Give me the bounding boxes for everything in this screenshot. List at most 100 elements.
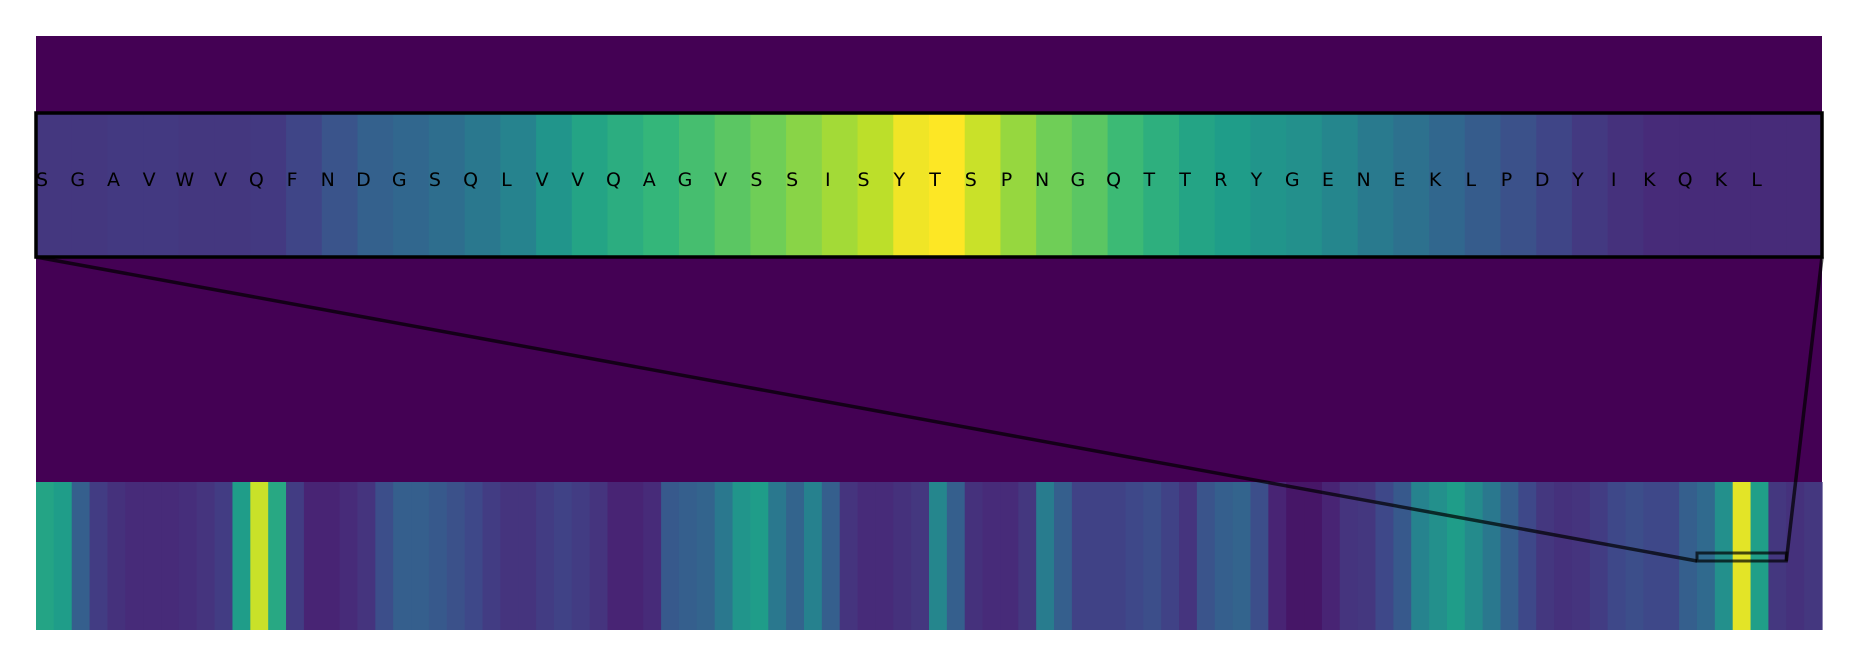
track-cell	[518, 482, 537, 630]
track-cell	[1375, 482, 1394, 630]
track-cell	[1125, 482, 1144, 630]
track-cell	[1696, 482, 1716, 630]
zoomed-heatmap-panel	[36, 113, 1823, 257]
sequence-letter: I	[1611, 169, 1617, 191]
heatmap-cell	[678, 113, 716, 257]
track-cell	[1089, 482, 1109, 630]
track-cell	[1411, 482, 1430, 630]
track-cell	[1679, 482, 1698, 630]
track-cell	[857, 482, 877, 630]
track-cell	[428, 482, 448, 630]
track-cell	[1804, 482, 1823, 630]
heatmap-cell	[607, 113, 644, 257]
track-cell	[1536, 482, 1555, 630]
sequence-letter: L	[501, 169, 512, 191]
track-cell	[839, 482, 859, 630]
track-cell	[1607, 482, 1627, 630]
track-cell	[1357, 482, 1377, 630]
sequence-letter: G	[1071, 169, 1086, 191]
heatmap-cell	[1429, 113, 1466, 257]
track-cell	[1304, 482, 1323, 630]
track-cell	[36, 482, 55, 630]
track-cell	[1071, 482, 1091, 630]
heatmap-cell	[321, 113, 358, 257]
track-cell	[678, 482, 698, 630]
sequence-letter: K	[1643, 169, 1656, 191]
track-cell	[821, 482, 841, 630]
track-cell	[1339, 482, 1359, 630]
sequence-letter: T	[1178, 169, 1191, 191]
track-cell	[1179, 482, 1198, 630]
track-cell	[1571, 482, 1591, 630]
sequence-letter: V	[143, 169, 156, 191]
track-cell	[661, 482, 680, 630]
zoomed-panel-frame	[34, 111, 1824, 259]
sequence-letter: N	[321, 169, 335, 191]
sequence-letter: Q	[463, 169, 478, 191]
sequence-letter: D	[356, 169, 371, 191]
track-cell	[464, 482, 484, 630]
heatmap-cell	[1607, 113, 1644, 257]
track-cell	[321, 482, 341, 630]
track-cell	[411, 482, 430, 630]
track-cell	[1429, 482, 1448, 630]
heatmap-cell	[1107, 113, 1144, 257]
track-cell	[1143, 482, 1162, 630]
sequence-letter: P	[1001, 169, 1012, 191]
track-cell	[375, 482, 394, 630]
track-cell	[1214, 482, 1234, 630]
track-cell	[500, 482, 519, 630]
sequence-letter: S	[858, 169, 870, 191]
heatmap-cell	[1250, 113, 1287, 257]
track-cell	[1036, 482, 1055, 630]
sequence-letter: G	[70, 169, 85, 191]
track-cell	[696, 482, 716, 630]
track-cell	[1286, 482, 1305, 630]
track-cell	[1750, 482, 1770, 630]
track-cell	[232, 482, 251, 630]
sequence-letter: Q	[1678, 169, 1693, 191]
heatmap-cell	[393, 113, 430, 257]
track-cell	[125, 482, 144, 630]
track-cell	[250, 482, 269, 630]
track-cell	[1625, 482, 1644, 630]
heatmap-cell	[1643, 113, 1680, 257]
track-cell	[1768, 482, 1787, 630]
track-cell	[768, 482, 787, 630]
track-cell	[982, 482, 1002, 630]
sequence-letter: V	[571, 169, 584, 191]
heatmap-cell	[1393, 113, 1430, 257]
track-cell	[732, 482, 751, 630]
track-cell	[1732, 482, 1752, 630]
track-cell	[268, 482, 287, 630]
track-cell	[53, 482, 73, 630]
track-cell	[71, 482, 91, 630]
heatmap-cell	[1179, 113, 1216, 257]
track-cell	[571, 482, 591, 630]
sequence-letter: S	[786, 169, 798, 191]
sequence-letter: Y	[1250, 169, 1263, 191]
track-cell	[929, 482, 948, 630]
track-cell	[196, 482, 216, 630]
heatmap-cell	[1071, 113, 1109, 257]
heatmap-cell	[428, 113, 466, 257]
heatmap-cell	[821, 113, 859, 257]
heatmap-cell	[1750, 113, 1787, 257]
sequence-letter: P	[1501, 169, 1512, 191]
track-cell	[446, 482, 466, 630]
connector-line-left	[35, 255, 1698, 563]
zoom-connector-lines	[35, 255, 1824, 563]
sequence-letter: F	[287, 169, 298, 191]
track-cell	[393, 482, 412, 630]
sequence-letter: T	[1143, 169, 1156, 191]
heatmap-cell	[36, 113, 73, 257]
sequence-letter: V	[714, 169, 727, 191]
heatmap-cell	[464, 113, 501, 257]
sequence-letter: K	[1429, 169, 1442, 191]
track-cell	[303, 482, 323, 630]
sequence-letter: Y	[1571, 169, 1584, 191]
heatmap-cell	[1214, 113, 1251, 257]
track-cell	[1107, 482, 1127, 630]
track-cell	[1464, 482, 1484, 630]
sequence-letter: S	[750, 169, 762, 191]
